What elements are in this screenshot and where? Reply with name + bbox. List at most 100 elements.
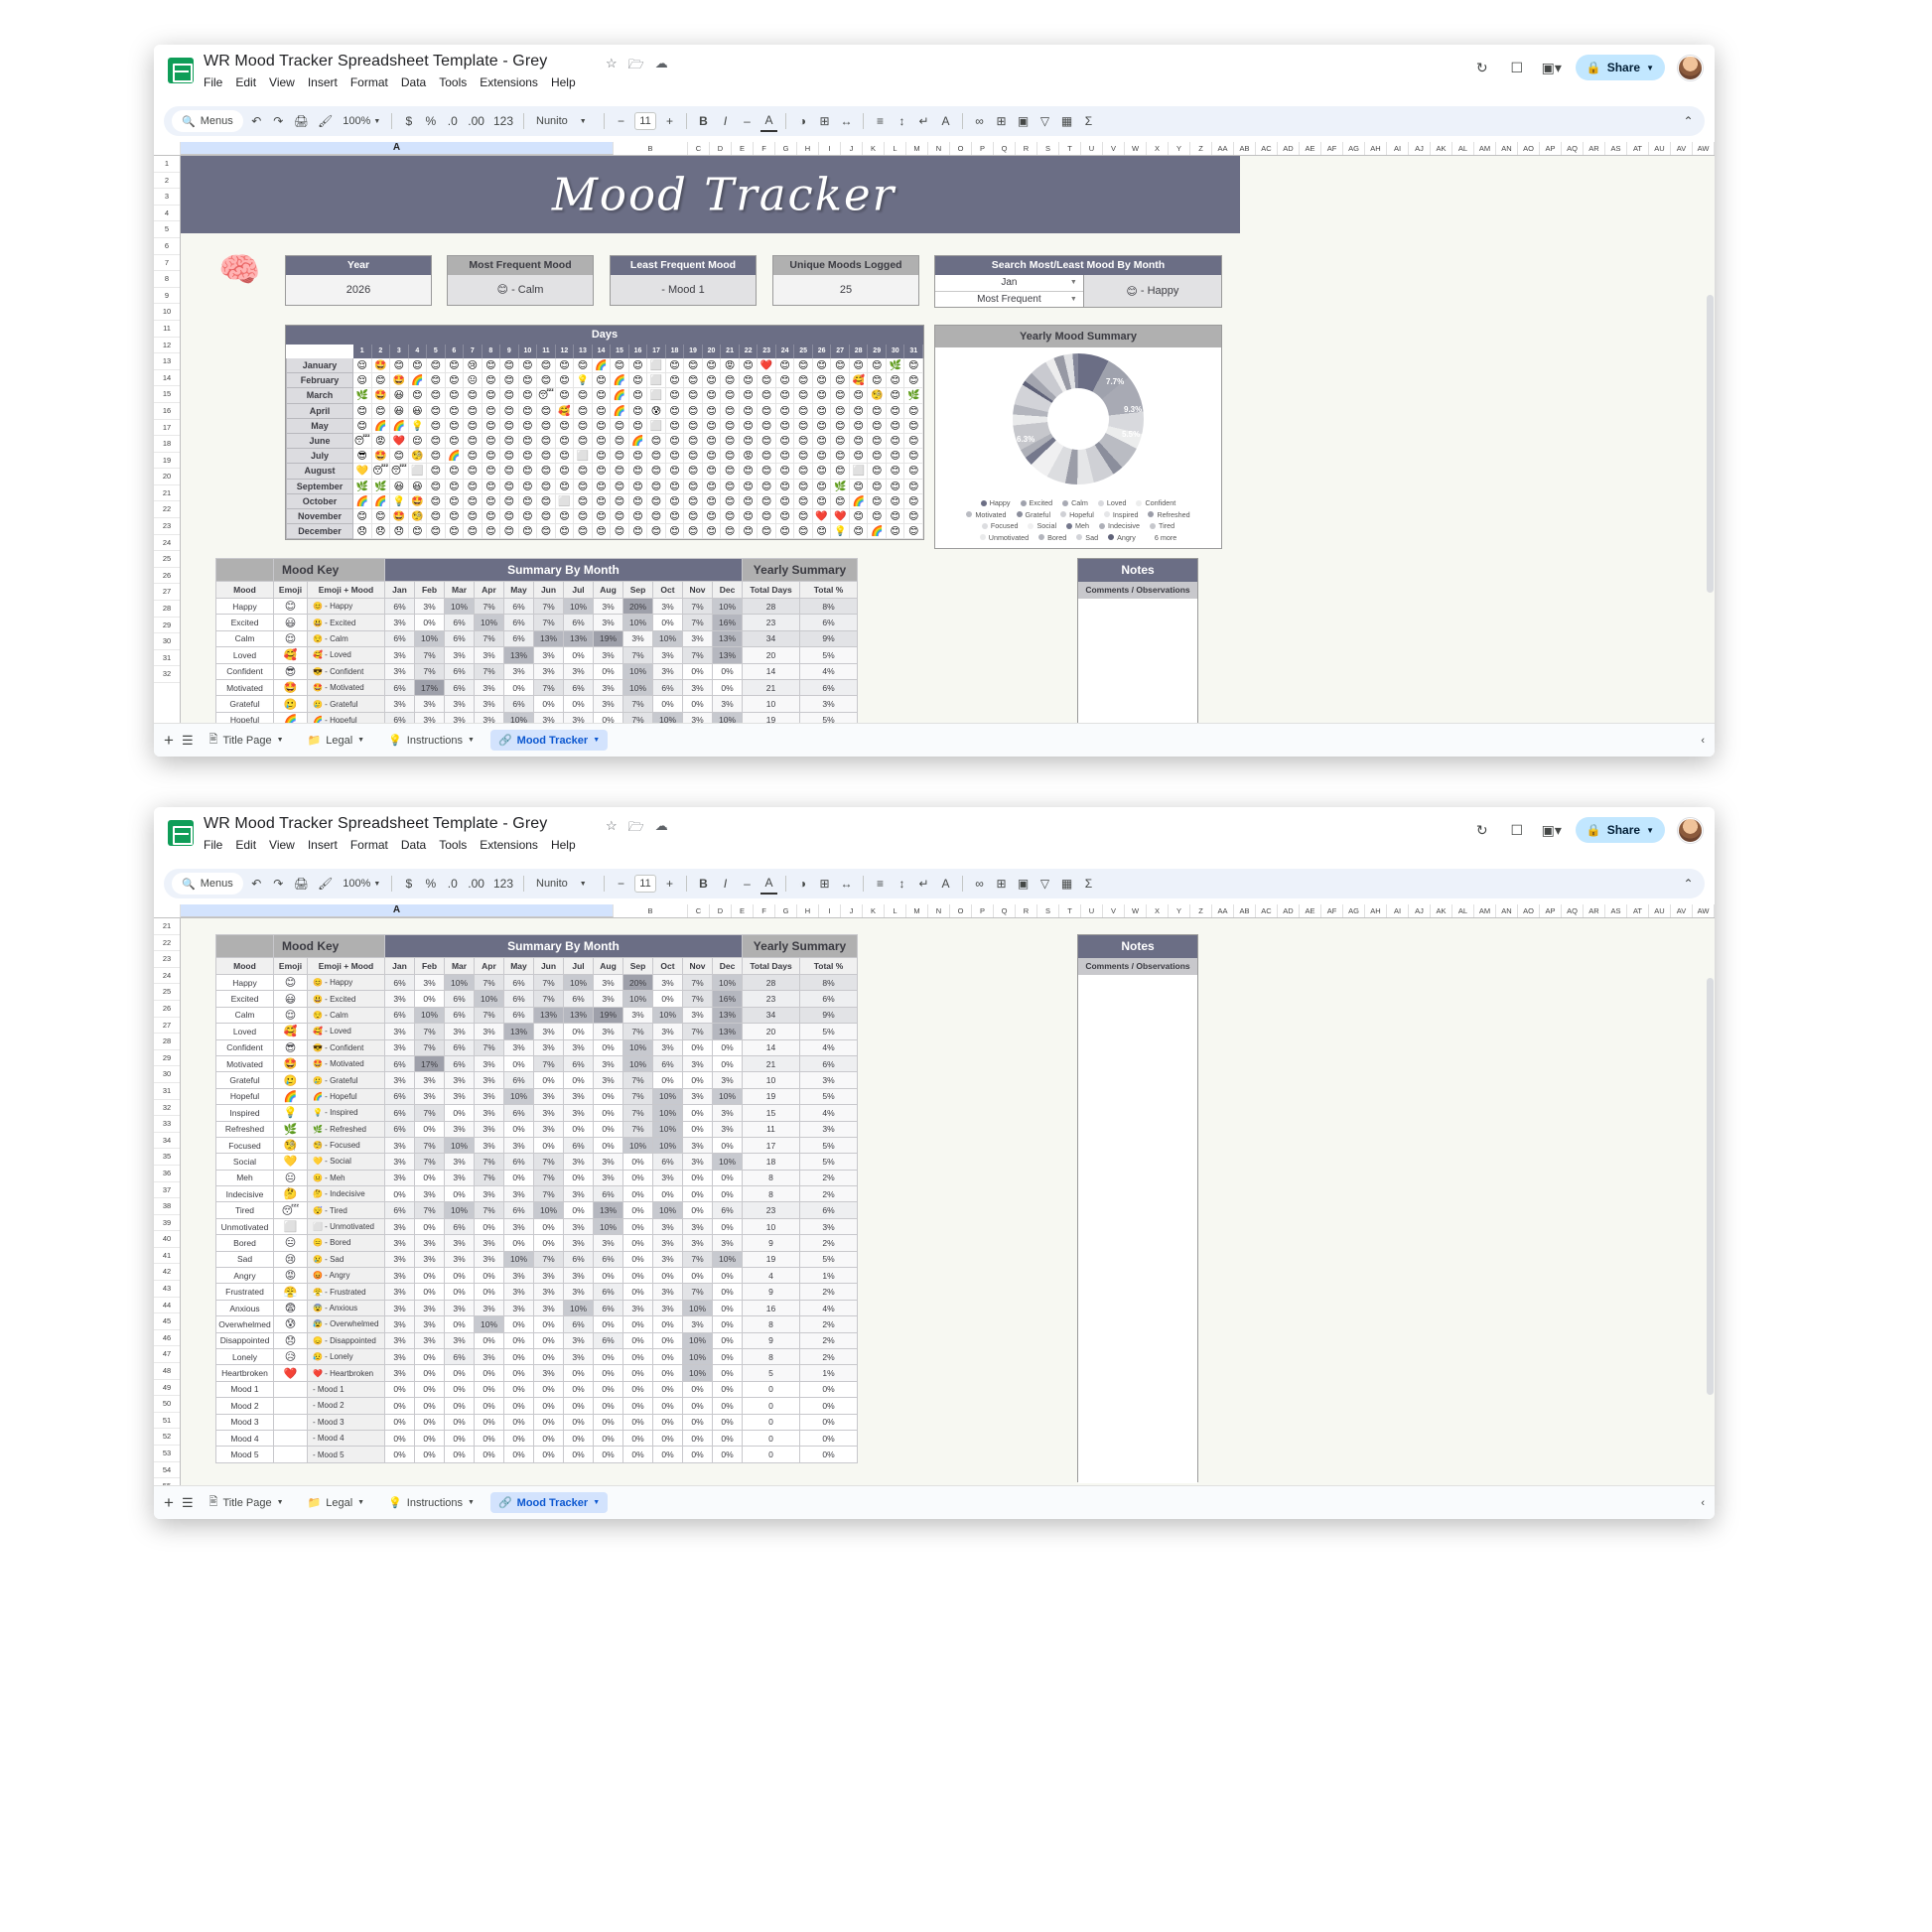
mood-cell[interactable]: 😊: [904, 508, 923, 525]
column-header-av[interactable]: AV: [1671, 142, 1693, 155]
cell-month-aug[interactable]: 6%: [593, 1185, 623, 1203]
mood-cell[interactable]: 😊: [721, 403, 740, 419]
mood-cell[interactable]: 😊: [353, 418, 372, 434]
row-header-30[interactable]: 30: [154, 1066, 180, 1083]
menu-help[interactable]: Help: [550, 838, 576, 852]
meet-icon[interactable]: ▣▾: [1541, 821, 1562, 838]
mood-cell[interactable]: 😊: [445, 358, 465, 374]
mood-cell[interactable]: 🤩: [390, 508, 409, 525]
cell-mood[interactable]: Sad: [215, 1250, 274, 1269]
cell-month-mar[interactable]: 3%: [444, 646, 475, 664]
mood-cell[interactable]: 😊: [628, 358, 648, 374]
mood-cell[interactable]: 🤩: [408, 493, 428, 509]
cell-month-nov[interactable]: 0%: [682, 1185, 713, 1203]
cell-total-days[interactable]: 34: [742, 629, 800, 648]
cell-month-jan[interactable]: 3%: [384, 1217, 415, 1236]
cell-month-mar[interactable]: 0%: [444, 1446, 475, 1463]
mood-cell[interactable]: 😊: [482, 418, 501, 434]
sheet-tab-instructions[interactable]: 💡 Instructions ▼: [380, 730, 483, 751]
cell-emoji-mood[interactable]: - Mood 1: [307, 1380, 385, 1399]
mood-cell[interactable]: 😊: [849, 524, 869, 540]
mood-cell[interactable]: 😃: [390, 388, 409, 404]
mood-cell[interactable]: 🌈: [408, 373, 428, 389]
cell-month-oct[interactable]: 6%: [652, 678, 683, 697]
column-header-a[interactable]: A: [181, 142, 614, 155]
row-header-21[interactable]: 21: [154, 918, 180, 935]
column-header-w[interactable]: W: [1125, 142, 1147, 155]
mood-cell[interactable]: 😊: [592, 493, 612, 509]
column-header-aj[interactable]: AJ: [1409, 142, 1431, 155]
mood-cell[interactable]: 😊: [574, 358, 593, 374]
cell-month-nov[interactable]: 10%: [682, 1299, 713, 1317]
cell-month-may[interactable]: 6%: [503, 1006, 534, 1025]
mood-cell[interactable]: 😊: [482, 433, 501, 450]
column-header-f[interactable]: F: [754, 904, 775, 917]
cell-emoji[interactable]: ⬜: [273, 1217, 308, 1236]
cell-total-pct[interactable]: 8%: [799, 973, 858, 992]
cell-month-mar[interactable]: 3%: [444, 1169, 475, 1187]
mood-cell[interactable]: 😊: [758, 433, 776, 450]
cell-month-may[interactable]: 0%: [503, 1120, 534, 1138]
mood-cell[interactable]: 😊: [555, 373, 575, 389]
mood-cell[interactable]: 😊: [628, 493, 648, 509]
cell-month-jul[interactable]: 6%: [563, 990, 594, 1008]
mood-cell[interactable]: 😊: [868, 433, 887, 450]
cell-emoji-mood[interactable]: 💛 - Social: [307, 1153, 385, 1171]
cell-month-jan[interactable]: 3%: [384, 990, 415, 1008]
row-header-53[interactable]: 53: [154, 1446, 180, 1462]
row-header-45[interactable]: 45: [154, 1313, 180, 1330]
mood-cell[interactable]: 😊: [628, 449, 648, 465]
cell-month-feb[interactable]: 3%: [414, 1299, 445, 1317]
row-header-4[interactable]: 4: [154, 206, 180, 222]
cell-month-sep[interactable]: 10%: [622, 662, 653, 680]
mood-cell[interactable]: 😊: [555, 524, 575, 540]
font-size-input[interactable]: 11: [634, 112, 656, 130]
column-header-f[interactable]: F: [754, 142, 775, 155]
cell-month-oct[interactable]: 3%: [652, 1217, 683, 1236]
cell-month-mar[interactable]: 0%: [444, 1267, 475, 1285]
mood-cell[interactable]: 😊: [702, 373, 722, 389]
cell-total-pct[interactable]: 0%: [799, 1397, 858, 1415]
merge-cells-icon[interactable]: ↔: [840, 114, 853, 128]
cell-month-may[interactable]: 3%: [503, 1136, 534, 1155]
mood-cell[interactable]: 😊: [592, 388, 612, 404]
cell-emoji-mood[interactable]: 🌈 - Hopeful: [307, 1087, 385, 1106]
cell-month-may[interactable]: 0%: [503, 1397, 534, 1415]
cell-month-jun[interactable]: 7%: [533, 1185, 564, 1203]
cell-emoji[interactable]: 😰: [273, 1315, 308, 1333]
mood-cell[interactable]: 😊: [721, 418, 740, 434]
row-header-33[interactable]: 33: [154, 1116, 180, 1133]
cell-month-apr[interactable]: 7%: [474, 1006, 504, 1025]
mood-cell[interactable]: 😊: [739, 479, 759, 494]
cell-month-dec[interactable]: 0%: [712, 1397, 743, 1415]
cell-month-jun[interactable]: 3%: [533, 1120, 564, 1138]
cell-emoji[interactable]: 🥰: [273, 1023, 308, 1040]
mood-cell[interactable]: 😢: [464, 358, 483, 374]
mood-cell[interactable]: 😃: [390, 479, 409, 494]
comment-icon[interactable]: ☐: [1510, 821, 1524, 838]
mood-cell[interactable]: 😊: [868, 508, 887, 525]
version-history-icon[interactable]: ↻: [1475, 59, 1488, 75]
cell-month-oct[interactable]: 6%: [652, 1054, 683, 1073]
cell-month-dec[interactable]: 0%: [712, 1217, 743, 1236]
cell-emoji-mood[interactable]: 😎 - Confident: [307, 1038, 385, 1056]
cell-mood[interactable]: Tired: [215, 1201, 274, 1219]
cell-total-days[interactable]: 8: [742, 1185, 800, 1203]
mood-cell[interactable]: 😊: [427, 403, 446, 419]
cell-month-sep[interactable]: 7%: [622, 1087, 653, 1106]
mood-cell[interactable]: 😊: [665, 358, 685, 374]
cell-total-days[interactable]: 17: [742, 1136, 800, 1155]
mood-cell[interactable]: 😊: [611, 358, 629, 374]
row-header-2[interactable]: 2: [154, 173, 180, 190]
cell-month-mar[interactable]: 6%: [444, 614, 475, 631]
cell-month-sep[interactable]: 0%: [622, 1364, 653, 1382]
mood-cell[interactable]: 😊: [665, 449, 685, 465]
mood-cell[interactable]: 😡: [371, 433, 391, 450]
menu-insert[interactable]: Insert: [307, 838, 338, 852]
mood-cell[interactable]: 😊: [702, 388, 722, 404]
cell-mood[interactable]: Mood 2: [215, 1397, 274, 1415]
cell-month-nov[interactable]: 3%: [682, 1315, 713, 1333]
cell-month-may[interactable]: 0%: [503, 1347, 534, 1366]
mood-cell[interactable]: 😊: [886, 464, 905, 480]
cell-month-apr[interactable]: 3%: [474, 646, 504, 664]
